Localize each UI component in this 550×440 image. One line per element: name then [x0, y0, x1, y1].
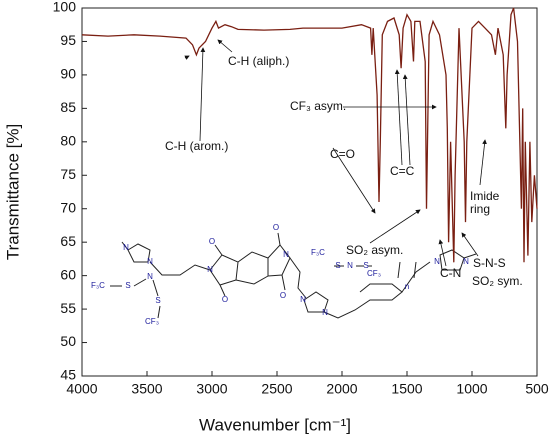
y-tick-label: 75: [60, 166, 76, 182]
annotation-arrow: [184, 55, 190, 60]
structure-atom: O: [280, 291, 286, 300]
structure-atom: O: [222, 295, 228, 304]
x-tick-label: 2000: [326, 381, 357, 397]
y-tick-label: 45: [60, 367, 76, 383]
annotation-arrow: [332, 147, 376, 214]
structure-atom: CF₃: [367, 269, 381, 278]
structure-atom: F₃C: [91, 281, 105, 290]
y-tick-label: 85: [60, 99, 76, 115]
annotation: C-H (aliph.): [228, 54, 289, 68]
annotation: C=O: [330, 147, 355, 161]
annotation: SO₂ asym.: [346, 243, 403, 257]
annotation: C-N: [440, 266, 461, 280]
y-axis-label: Transmittance [%]: [3, 124, 22, 260]
structure-atom: N: [300, 295, 306, 304]
x-tick-label: 3500: [131, 381, 162, 397]
annotation-arrow: [461, 232, 479, 257]
y-tick-label: 60: [60, 266, 76, 282]
annotation: CF₃ asym.: [290, 99, 346, 113]
structure-atom: N: [207, 265, 213, 274]
y-tick-label: 55: [60, 300, 76, 316]
structure-atom: N: [147, 272, 153, 281]
structure-atom: S: [363, 261, 368, 270]
annotation-arrow: [199, 47, 206, 142]
y-tick-label: 80: [60, 133, 76, 149]
x-tick-label: 500: [525, 381, 549, 397]
annotation-arrow: [217, 39, 233, 53]
structure-atom: S: [125, 281, 130, 290]
structure-atom: N: [463, 257, 469, 266]
spectrum-line: [81, 7, 538, 263]
structure-atom: N: [322, 308, 328, 317]
structure-atom: N: [147, 257, 153, 266]
x-tick-label: 2500: [261, 381, 292, 397]
x-axis-label: Wavenumber [cm⁻¹]: [199, 415, 351, 434]
structure-atom: S: [335, 261, 340, 270]
annotation: S-N-S: [473, 256, 506, 270]
structure-atom: O: [273, 223, 279, 232]
x-tick-label: 4000: [66, 381, 97, 397]
structure-atom: N: [434, 257, 440, 266]
structure-atom: n: [405, 282, 409, 291]
annotation-arrow: [438, 239, 447, 267]
annotation: SO₂ sym.: [472, 274, 523, 288]
structure-atom: O: [209, 237, 215, 246]
annotation-arrow: [369, 209, 421, 244]
y-tick-label: 70: [60, 199, 76, 215]
structure-atom: F₃C: [311, 248, 325, 257]
y-tick-label: 65: [60, 233, 76, 249]
x-tick-label: 1000: [456, 381, 487, 397]
y-tick-label: 50: [60, 333, 76, 349]
annotation: C=C: [390, 164, 415, 178]
annotation-arrow: [394, 69, 403, 166]
annotation: ring: [470, 202, 490, 216]
y-tick-label: 100: [53, 0, 77, 15]
annotation: Imide: [470, 189, 500, 203]
plot-frame: [81, 7, 538, 377]
x-tick-label: 1500: [391, 381, 422, 397]
annotation-arrow: [402, 74, 411, 166]
y-tick-label: 90: [60, 66, 76, 82]
structure-atom: S: [155, 296, 160, 305]
structure-atom: N: [347, 261, 353, 270]
y-tick-label: 95: [60, 32, 76, 48]
structure-atom: N: [283, 250, 289, 259]
structure-atom: CF₃: [145, 317, 159, 326]
x-tick-label: 3000: [196, 381, 227, 397]
annotation: C-H (arom.): [165, 139, 228, 153]
structure-atom: N: [123, 243, 129, 252]
annotation-arrow: [479, 139, 487, 186]
